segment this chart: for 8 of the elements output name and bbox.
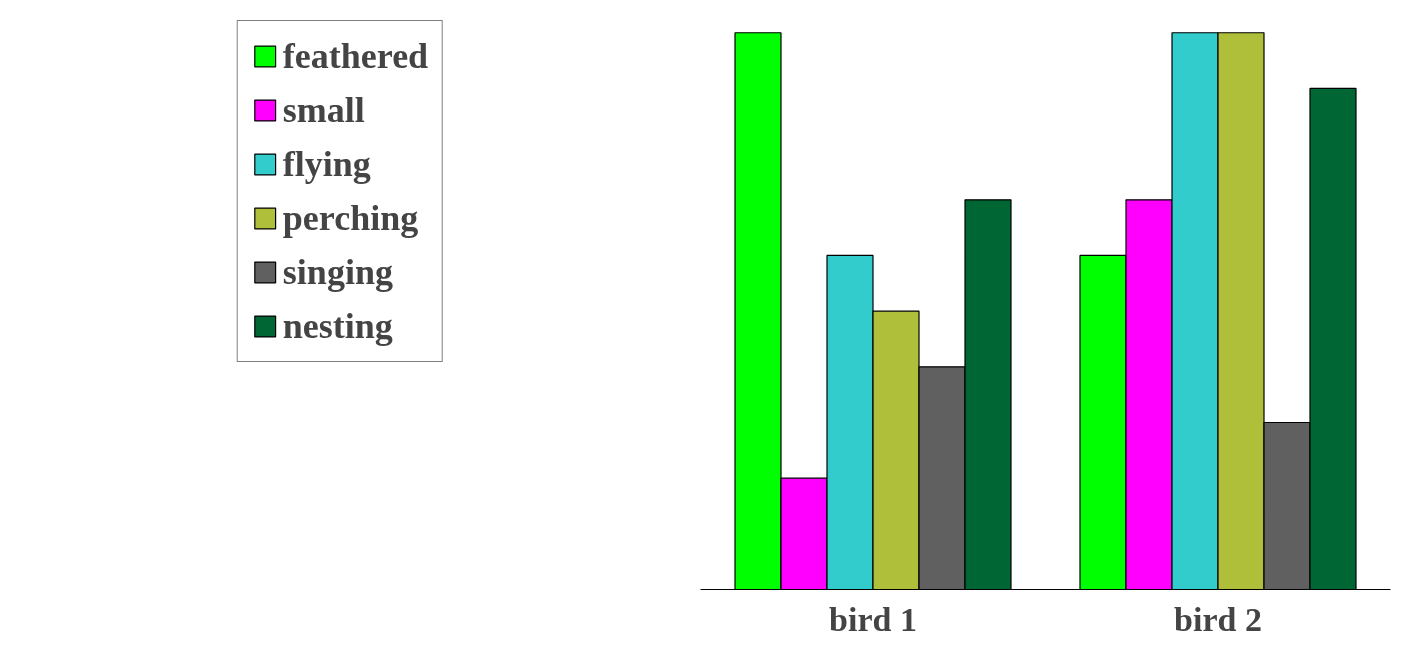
legend-label: flying (282, 143, 371, 185)
x-tick-label: bird 2 (1174, 600, 1262, 638)
legend-label: singing (282, 251, 393, 293)
legend-label: feathered (282, 35, 429, 77)
legend-label: nesting (282, 305, 393, 347)
legend-label: perching (282, 197, 419, 239)
x-tick-label: bird 1 (829, 600, 917, 638)
legend-label: small (282, 89, 365, 131)
